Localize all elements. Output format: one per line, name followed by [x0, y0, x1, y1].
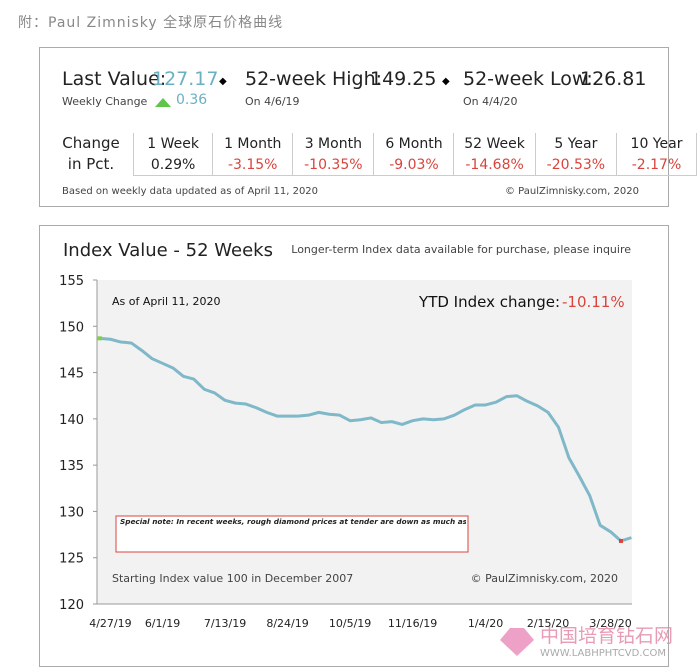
up-arrow [155, 98, 171, 107]
chart-subtitle: Longer-term Index data available for pur… [291, 243, 631, 256]
note-box [115, 515, 469, 553]
column-header: 6 Month [373, 133, 455, 154]
ytd-label: YTD Index change: [418, 293, 560, 311]
end-marker [619, 538, 623, 543]
footnote: Based on weekly data updated as of April… [62, 186, 319, 197]
change-value: -9.03% [373, 154, 455, 176]
column-header: 5 Year [534, 133, 618, 154]
summary-panel [39, 47, 669, 207]
base-note: Starting Index value 100 in December 200… [112, 572, 353, 585]
high: 149.25 [370, 68, 437, 90]
y-tick-label: 145 [59, 367, 84, 382]
chart-title: Index Value - 52 Weeks [63, 240, 273, 261]
watermark-icon [500, 628, 534, 656]
y-tick-label: 120 [59, 598, 84, 613]
column-header: 10 Year [616, 133, 697, 154]
high-date: On 4/6/19 [245, 95, 300, 108]
low-label: 52-week Low: [463, 68, 593, 90]
change-value: -2.17% [616, 154, 697, 176]
chart-copyright: © PaulZimnisky.com, 2020 [471, 572, 618, 585]
y-tick-label: 150 [59, 320, 84, 335]
change-value: 0.29% [132, 154, 214, 176]
y-tick-label: 135 [59, 459, 84, 474]
x-tick-label: 6/1/19 [145, 617, 180, 630]
x-tick-label: 7/13/19 [204, 617, 246, 630]
column-header: 3 Month [292, 133, 375, 154]
copyright: © PaulZimnisky.com, 2020 [505, 186, 639, 197]
change-table: 1 Week 1 Month 3 Month 6 Month 52 Week 5 Year… [132, 133, 697, 176]
index-line [99, 336, 632, 543]
as-of: As of April 11, 2020 [112, 295, 220, 308]
x-tick-label: 10/5/19 [329, 617, 371, 630]
y-tick-label: 140 [59, 413, 84, 428]
row-header: Change in Pct. [62, 134, 120, 173]
y-tick-label: 155 [59, 274, 84, 289]
note-wrap: Special note: In recent weeks, rough dia… [120, 517, 466, 526]
watermark-name: 中国培育钻石网 [540, 625, 673, 647]
change-value: -10.35% [292, 154, 375, 176]
x-tick-label: 1/4/20 [468, 617, 503, 630]
weekly-change: 0.36 [176, 92, 208, 108]
change-value: -20.53% [534, 154, 618, 176]
change-value: -14.68% [453, 154, 536, 176]
special-note: Special note: In recent weeks, rough dia… [120, 517, 466, 526]
start-marker [97, 336, 102, 341]
y-tick-label: 125 [59, 552, 84, 567]
last-value-label: Last Value: [62, 68, 167, 90]
watermark-url: WWW.LABHPHTCVD.COM [540, 648, 666, 659]
low-date: On 4/4/20 [463, 95, 518, 108]
high-label: 52-week High: [245, 68, 383, 90]
plot-background [97, 280, 632, 604]
page-title: 附：Paul Zimnisky 全球原石价格曲线 [18, 15, 284, 31]
x-tick-label: 3/28/20 [589, 617, 631, 630]
x-tick-label: 2/15/20 [527, 617, 569, 630]
x-tick-label: 4/27/19 [89, 617, 131, 630]
x-tick-label: 11/16/19 [388, 617, 437, 630]
bullet: ◆ [442, 76, 450, 87]
column-header: 1 Week [132, 133, 214, 154]
column-header: 1 Month [212, 133, 294, 154]
ytd-value: -10.11% [562, 293, 625, 311]
weekly-change-label: Weekly Change [62, 95, 148, 108]
column-header: 52 Week [453, 133, 536, 154]
x-tick-label: 8/24/19 [266, 617, 308, 630]
low: 126.81 [580, 68, 647, 90]
y-tick-label: 130 [59, 505, 84, 520]
last-value: 127.17 [152, 68, 219, 90]
bullet: ◆ [219, 76, 227, 87]
